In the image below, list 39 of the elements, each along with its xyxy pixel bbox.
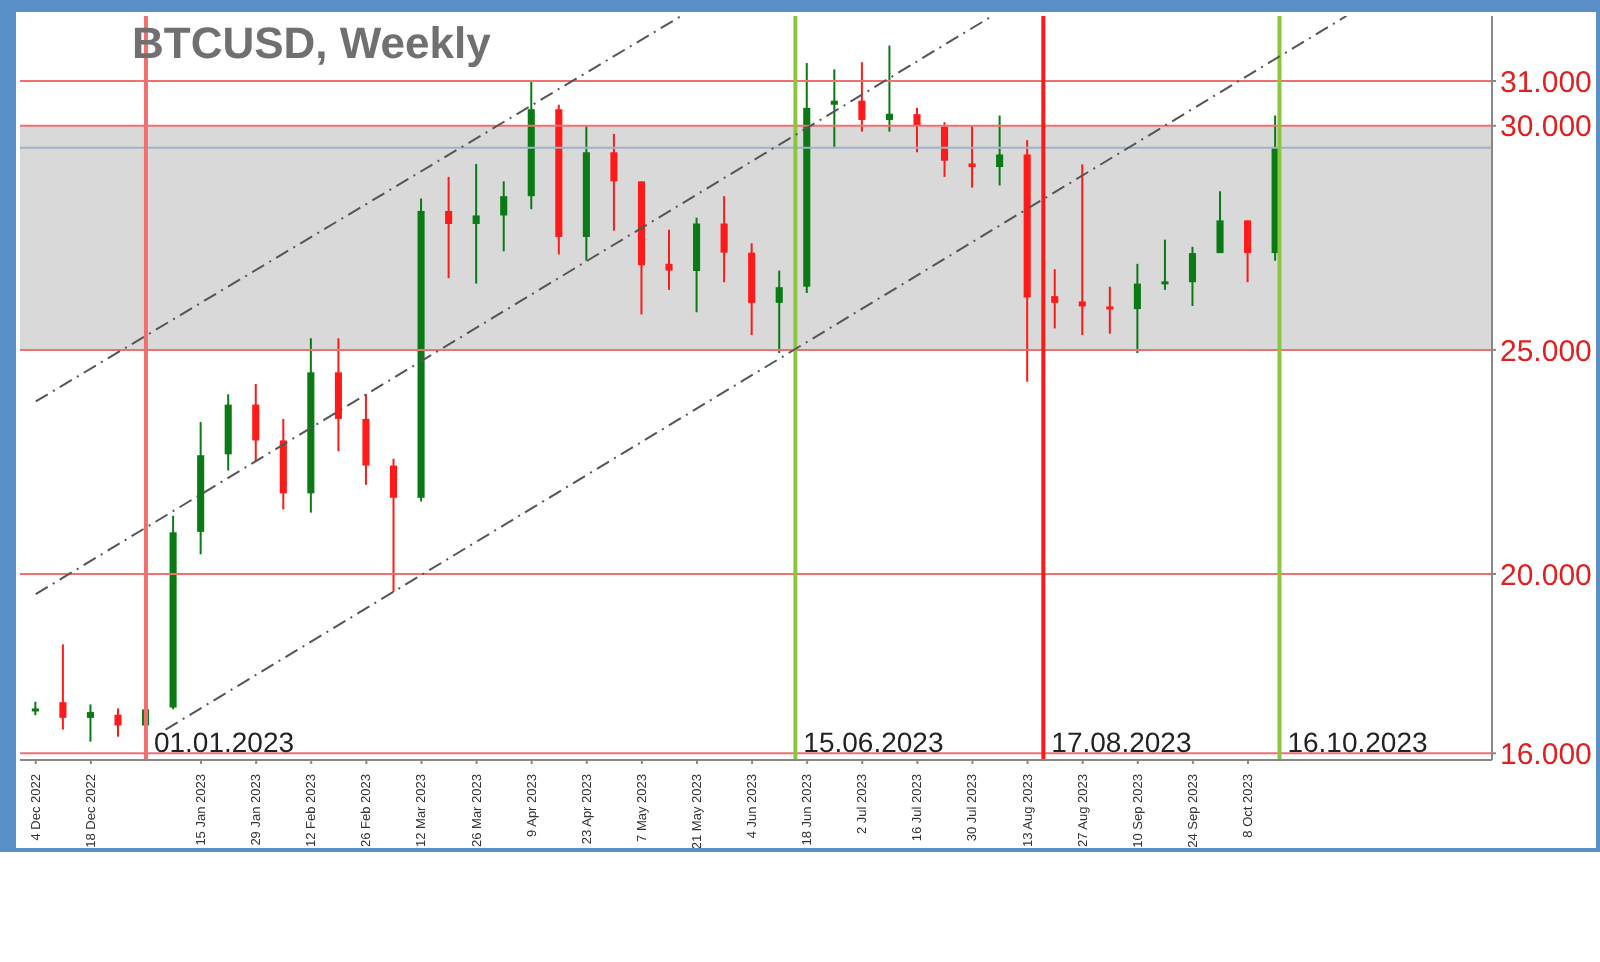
ref-line-label: 15.06.2023 — [803, 726, 944, 758]
candlestick — [1188, 245, 1197, 307]
y-tick-label: 16.000 — [1500, 737, 1592, 772]
candlestick — [362, 393, 370, 486]
candlestick — [775, 269, 783, 355]
candlestick — [1051, 268, 1059, 330]
candlestick — [1078, 163, 1086, 337]
candlestick — [830, 68, 838, 149]
candlestick — [885, 44, 893, 133]
candlestick — [858, 61, 866, 133]
candlestick — [472, 162, 480, 285]
ref-line-label: 01.01.2023 — [153, 726, 295, 758]
candlestick — [720, 195, 728, 284]
candlestick — [1244, 219, 1252, 284]
candlestick — [610, 132, 618, 232]
candlestick — [1161, 238, 1169, 291]
candlestick — [665, 228, 673, 291]
candlestick — [500, 180, 508, 253]
candlestick — [1216, 190, 1224, 255]
candlestick — [1106, 285, 1114, 335]
candlestick — [59, 643, 67, 731]
candlestick — [334, 337, 342, 453]
candlestick — [940, 121, 949, 178]
candlestick — [445, 175, 453, 280]
candlestick — [114, 707, 122, 738]
candlestick — [86, 703, 94, 743]
y-tick-label: 30.000 — [1500, 110, 1592, 145]
candlestick — [693, 216, 701, 314]
candlestick — [913, 106, 921, 154]
candlestick — [996, 114, 1004, 187]
y-tick-label: 31.000 — [1500, 65, 1592, 100]
y-tick-label: 20.000 — [1500, 558, 1592, 593]
candlestick — [252, 382, 260, 463]
candlestick — [1133, 262, 1141, 355]
ref-line-label: 17.08.2023 — [1051, 726, 1192, 758]
candlestick — [389, 457, 398, 593]
ref-line-label: 16.10.2023 — [1287, 726, 1429, 758]
y-tick-label: 25.000 — [1500, 334, 1592, 369]
candlestick — [968, 124, 976, 189]
